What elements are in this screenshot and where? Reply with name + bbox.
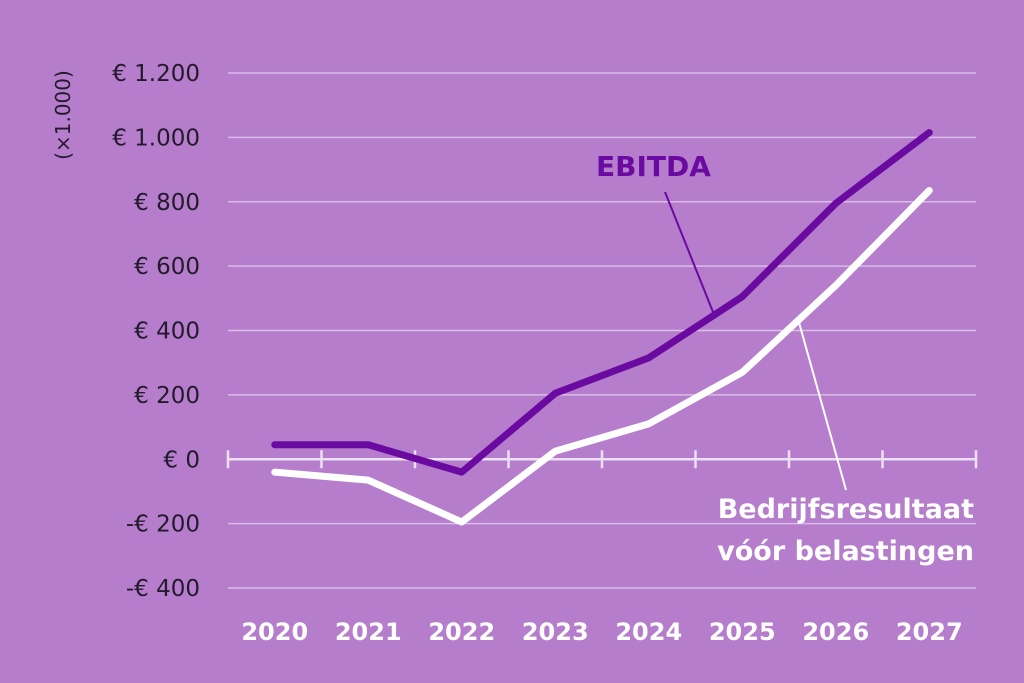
y-tick-label: € 1.200	[112, 61, 200, 87]
x-tick-label: 2022	[428, 618, 495, 646]
y-tick-label: € 600	[134, 254, 200, 280]
x-tick-label: 2020	[241, 618, 308, 646]
y-tick-label: -€ 200	[126, 512, 200, 538]
x-tick-label: 2023	[522, 618, 589, 646]
gridlines	[228, 72, 976, 589]
x-tick-label: 2024	[615, 618, 682, 646]
y-tick-label: € 1.000	[112, 125, 200, 151]
y-tick-label: € 200	[134, 383, 200, 409]
result-line	[271, 186, 933, 526]
ebitda-series-label: EBITDA	[596, 150, 711, 183]
ebitda-line	[271, 129, 933, 476]
series-lines	[271, 129, 933, 526]
x-tick-label: 2027	[896, 618, 963, 646]
x-axis: 2020 2021 2022 2023 2024 2025 2026 2027	[226, 450, 978, 646]
y-unit-label: (×1.000)	[51, 70, 75, 160]
y-tick-label: € 800	[134, 190, 200, 216]
x-tick-label: 2026	[802, 618, 869, 646]
x-tick-label: 2025	[709, 618, 776, 646]
y-tick-label: € 0	[163, 447, 200, 473]
result-series-label-line1: Bedrijfsresultaat	[718, 494, 974, 525]
result-series-label-line2: vóór belastingen	[717, 536, 974, 567]
y-tick-label: -€ 400	[126, 576, 200, 602]
y-tick-label: € 400	[134, 319, 200, 345]
ebitda-leader-line	[664, 191, 716, 316]
result-leader-line	[797, 319, 847, 491]
x-tick-label: 2021	[335, 618, 402, 646]
series-labels: EBITDA Bedrijfsresultaat vóór belastinge…	[596, 150, 974, 567]
y-axis-ticks: -€ 400 -€ 200 € 0 € 200 € 400 € 600 € 800 € 1.0…	[112, 61, 200, 602]
